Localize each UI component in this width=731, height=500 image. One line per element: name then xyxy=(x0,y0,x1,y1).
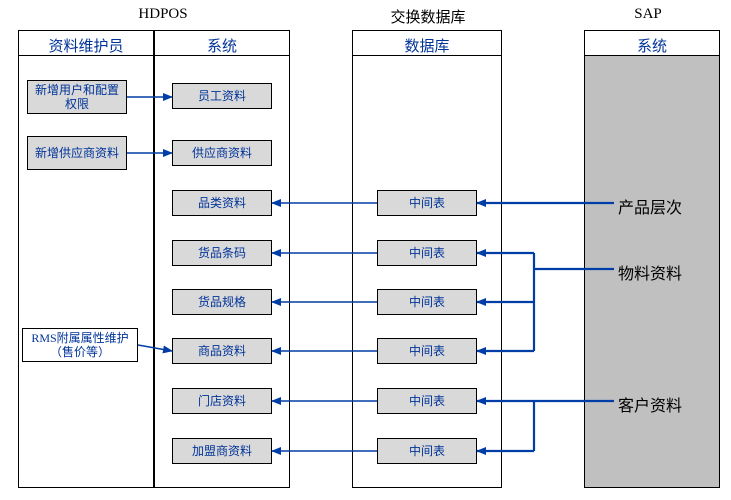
arrows-layer xyxy=(0,0,731,500)
